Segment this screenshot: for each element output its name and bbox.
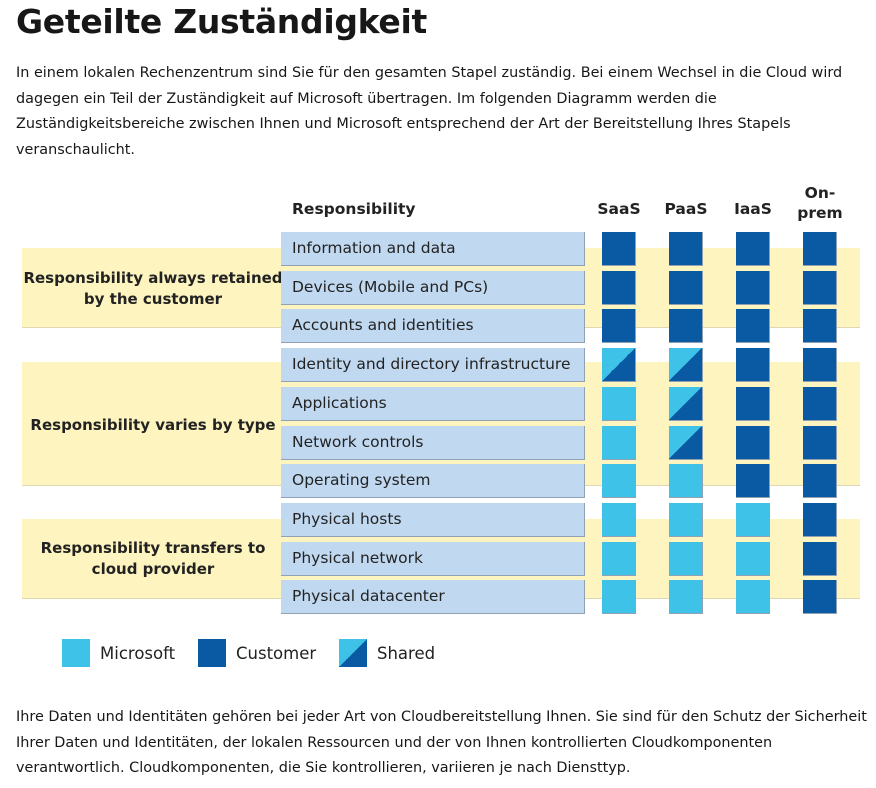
group-label-varies: Responsibility varies by type — [30, 415, 276, 434]
group-label-provider: Responsibility transfers to cloud provid… — [40, 539, 266, 578]
matrix-cell-microsoft — [602, 464, 636, 498]
matrix-cell-microsoft — [736, 580, 770, 614]
outro-paragraph: Ihre Daten und Identitäten gehören bei j… — [16, 709, 867, 776]
matrix-cell-customer — [803, 580, 837, 614]
responsibility-row: Network controls — [281, 426, 585, 460]
responsibility-row: Applications — [281, 387, 585, 421]
matrix-cell-shared — [602, 348, 636, 382]
matrix-cell-customer — [669, 271, 703, 305]
matrix-cell-microsoft — [602, 387, 636, 421]
column-header-iaas: IaaS — [734, 200, 772, 218]
matrix-cell-shared — [669, 426, 703, 460]
matrix-cell-microsoft — [736, 542, 770, 576]
group-label-customer: Responsibility always retained by the cu… — [23, 269, 283, 308]
matrix-cell-shared — [669, 387, 703, 421]
matrix-cell-microsoft — [736, 503, 770, 537]
legend-label-microsoft: Microsoft — [100, 643, 176, 663]
matrix-cell-customer — [736, 387, 770, 421]
shared-responsibility-diagram: Responsibility always retained by the cu… — [0, 180, 876, 680]
matrix-cell-customer — [803, 271, 837, 305]
matrix-cell-customer — [736, 464, 770, 498]
legend-swatch-customer — [198, 639, 226, 667]
matrix-cell-customer — [669, 232, 703, 266]
matrix-cell-customer — [602, 232, 636, 266]
matrix-cell-customer — [602, 271, 636, 305]
legend-label-customer: Customer — [236, 643, 317, 663]
matrix-cell-microsoft — [669, 464, 703, 498]
responsibility-row: Physical datacenter — [281, 580, 585, 614]
matrix-cell-microsoft — [669, 542, 703, 576]
matrix-cell-customer — [803, 232, 837, 266]
legend-customer: Customer — [198, 638, 316, 668]
matrix-cell-customer — [736, 271, 770, 305]
responsibility-row: Physical hosts — [281, 503, 585, 537]
legend-swatch-shared — [339, 639, 367, 667]
legend-swatch-microsoft — [62, 639, 90, 667]
matrix-cell-microsoft — [669, 503, 703, 537]
matrix-cell-microsoft — [602, 580, 636, 614]
responsibility-header: Responsibility — [292, 200, 416, 218]
matrix-cell-customer — [669, 309, 703, 343]
matrix-cell-customer — [736, 348, 770, 382]
matrix-cell-customer — [803, 426, 837, 460]
matrix-cell-customer — [803, 348, 837, 382]
page-title: Geteilte Zuständigkeit — [16, 2, 427, 41]
legend-label-shared: Shared — [377, 643, 436, 663]
responsibility-row: Devices (Mobile and PCs) — [281, 271, 585, 305]
matrix-cell-customer — [803, 542, 837, 576]
matrix-cell-microsoft — [669, 580, 703, 614]
responsibility-row: Physical network — [281, 542, 585, 576]
legend-shared: Shared — [339, 638, 435, 668]
legend-microsoft: Microsoft — [62, 638, 175, 668]
matrix-cell-customer — [803, 503, 837, 537]
matrix-cell-customer — [736, 426, 770, 460]
responsibility-row: Information and data — [281, 232, 585, 266]
matrix-cell-microsoft — [602, 542, 636, 576]
column-header-on-prem: On-prem — [797, 184, 843, 222]
responsibility-row: Operating system — [281, 464, 585, 498]
matrix-cell-microsoft — [602, 426, 636, 460]
matrix-cell-customer — [736, 309, 770, 343]
responsibility-row: Identity and directory infrastructure — [281, 348, 585, 382]
responsibility-row: Accounts and identities — [281, 309, 585, 343]
matrix-cell-shared — [669, 348, 703, 382]
matrix-cell-microsoft — [602, 503, 636, 537]
matrix-cell-customer — [736, 232, 770, 266]
matrix-cell-customer — [803, 387, 837, 421]
intro-paragraph: In einem lokalen Rechenzentrum sind Sie … — [16, 65, 843, 158]
matrix-cell-customer — [803, 309, 837, 343]
column-header-saas: SaaS — [597, 200, 641, 218]
matrix-cell-customer — [602, 309, 636, 343]
column-header-paas: PaaS — [664, 200, 708, 218]
matrix-cell-customer — [803, 464, 837, 498]
